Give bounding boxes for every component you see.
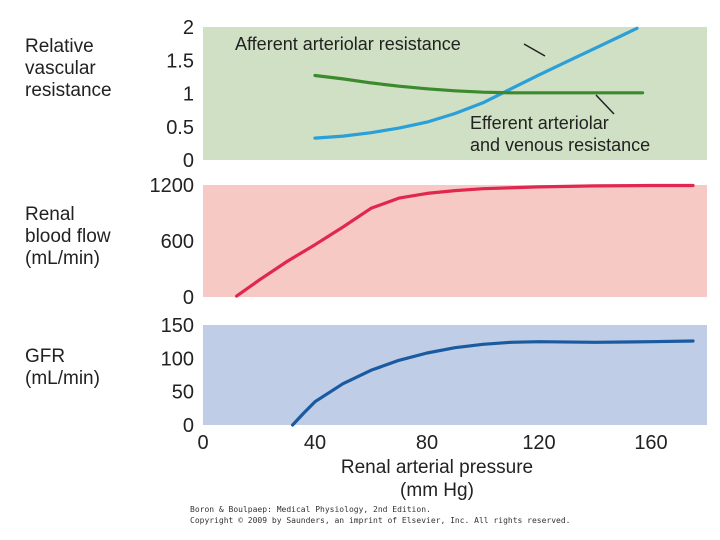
ylabel-resistance-line-1: vascular	[25, 58, 96, 79]
ytick-gfr-2: 100	[161, 348, 194, 370]
ytick-gfr-1: 50	[172, 382, 194, 404]
series-line-rbf	[235, 183, 695, 298]
ylabel-gfr-line-0: GFR	[25, 346, 65, 367]
xlabel-line-0: Renal arterial pressure	[341, 457, 533, 478]
ytick-gfr-0: 0	[183, 415, 194, 437]
ylabel-renal_blood_flow-line-2: (mL/min)	[25, 248, 100, 269]
panel-gfr-bg	[203, 325, 707, 425]
ylabel-resistance-line-0: Relative	[25, 36, 94, 57]
xtick-4: 160	[634, 432, 667, 454]
ytick-renal_blood_flow-0: 0	[183, 287, 194, 309]
ytick-resistance-3: 1.5	[166, 50, 194, 72]
ylabel-resistance-line-2: resistance	[25, 80, 112, 101]
xtick-3: 120	[522, 432, 555, 454]
ytick-renal_blood_flow-1: 600	[161, 231, 194, 253]
series-line-gfr	[291, 339, 695, 427]
annotation-afferent-label: Afferent arteriolar resistance	[235, 34, 461, 54]
ytick-resistance-1: 0.5	[166, 117, 194, 139]
ylabel-renal_blood_flow-line-0: Renal	[25, 204, 75, 225]
ytick-resistance-2: 1	[183, 84, 194, 106]
xtick-2: 80	[416, 432, 438, 454]
ytick-resistance-4: 2	[183, 17, 194, 39]
annotation-efferent-label-line-0: Efferent arteriolar	[470, 113, 609, 133]
annotation-afferent-leader	[523, 43, 546, 57]
ytick-renal_blood_flow-2: 1200	[150, 175, 195, 197]
xlabel-line-1: (mm Hg)	[400, 480, 474, 501]
ylabel-renal_blood_flow-line-1: blood flow	[25, 226, 111, 247]
annotation-efferent-leader	[595, 94, 615, 115]
xtick-0: 0	[197, 432, 208, 454]
ylabel-gfr-line-1: (mL/min)	[25, 368, 100, 389]
panel-renal_blood_flow-bg	[203, 185, 707, 297]
ytick-gfr-3: 150	[161, 315, 194, 337]
series-line-efferent	[313, 73, 645, 95]
credit-line-1: Boron & Boulpaep: Medical Physiology, 2n…	[190, 505, 431, 514]
series-line-afferent	[313, 26, 639, 140]
ytick-resistance-0: 0	[183, 150, 194, 172]
annotation-efferent-label-line-1: and venous resistance	[470, 135, 650, 155]
credit-line-2: Copyright © 2009 by Saunders, an imprint…	[190, 516, 571, 525]
xtick-1: 40	[304, 432, 326, 454]
